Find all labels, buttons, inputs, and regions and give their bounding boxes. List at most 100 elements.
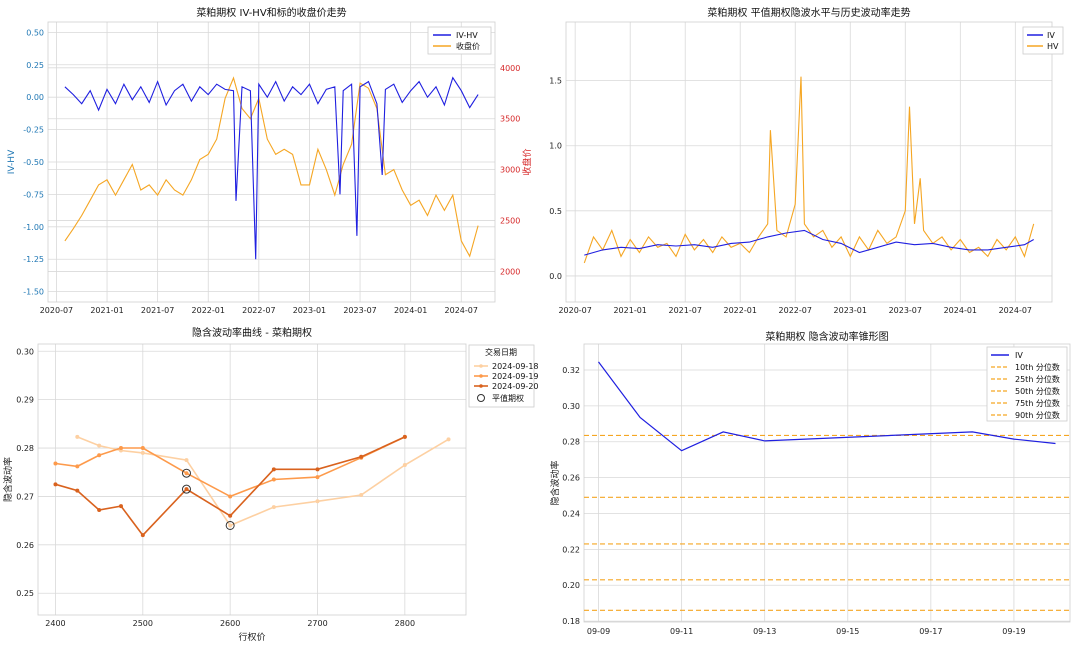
data-point — [228, 513, 233, 518]
legend-label: IV-HV — [456, 31, 478, 40]
data-point — [97, 443, 102, 448]
x-tick-label: 2022-01 — [192, 306, 225, 315]
data-point — [53, 482, 58, 487]
x-tick-label: 2022-07 — [242, 306, 275, 315]
x-tick-label: 2024-01 — [944, 306, 977, 315]
y-right-tick-label: 2500 — [500, 217, 520, 226]
data-point — [271, 505, 276, 510]
data-point — [184, 458, 189, 463]
y-tick-label: -1.50 — [23, 288, 44, 297]
x-tick-label: 2024-07 — [445, 306, 478, 315]
legend-box — [427, 26, 492, 55]
legend-label: 75th 分位数 — [1015, 398, 1060, 408]
atm-marker — [181, 484, 191, 494]
iv-hv-level-chart: 2020-07 2021-01 2021-07 2022-01 2022-07 2023-… — [549, 6, 1064, 315]
data-point — [97, 507, 102, 512]
y-right-axis-label: 收盘价 — [521, 148, 533, 175]
data-point — [359, 492, 364, 497]
y-tick-label: -0.50 — [23, 158, 44, 167]
x-tick-label: 2500 — [133, 619, 153, 628]
data-point — [140, 446, 145, 451]
x-tick-label: 2023-07 — [343, 306, 376, 315]
x-tick-label: 2022-07 — [779, 306, 812, 315]
legend-label: 25th 分位数 — [1015, 374, 1060, 384]
y-tick-label: -1.25 — [23, 255, 44, 264]
plot-frame — [565, 21, 1053, 303]
y-right-tick-label: 3500 — [500, 115, 520, 124]
legend-label: IV — [1015, 351, 1023, 360]
iv-smile-chart: 2400 2500 2600 2700 2800 0.25 0.26 0.27 0.28 0.29… — [2, 326, 539, 643]
y-right-tick-label: 3000 — [500, 166, 520, 175]
y-tick-label: 0.22 — [562, 545, 580, 554]
y-tick-label: 0.27 — [16, 492, 34, 501]
legend-label: 50th 分位数 — [1015, 386, 1060, 396]
atm-marker — [225, 520, 235, 530]
series-close-line — [64, 76, 479, 258]
y-tick-label: 1.0 — [549, 142, 562, 151]
y-tick-label: 0.25 — [26, 61, 44, 70]
y-right-tick-label: 2000 — [500, 267, 520, 276]
legend-swatch-marker — [479, 384, 483, 388]
x-tick-label: 2021-01 — [613, 306, 646, 315]
data-point — [228, 523, 233, 528]
y-tick-label: 0.25 — [16, 589, 34, 598]
chart-title: 隐含波动率曲线 - 菜粕期权 — [192, 326, 312, 339]
y-axis-label: IV-HV — [7, 149, 17, 174]
y-tick-label: 0.0 — [549, 272, 562, 281]
y-tick-label: 0.00 — [26, 93, 44, 102]
data-point — [359, 454, 364, 459]
data-point — [118, 446, 123, 451]
plot-frame — [583, 343, 1071, 623]
data-point — [446, 437, 451, 442]
x-tick-label: 09-17 — [919, 627, 942, 636]
y-right-tick-label: 4000 — [500, 64, 520, 73]
chart-title: 菜粕期权 隐含波动率锥形图 — [765, 330, 888, 343]
chart-title: 菜粕期权 平值期权隐波水平与历史波动率走势 — [707, 6, 910, 19]
x-tick-label: 2024-01 — [394, 306, 427, 315]
y-tick-label: 0.24 — [562, 509, 580, 518]
series-iv-hv-line — [64, 76, 479, 260]
x-tick-label: 2020-07 — [558, 306, 591, 315]
series-iv-line — [584, 229, 1034, 256]
x-tick-label: 09-13 — [753, 627, 776, 636]
y-tick-label: 0.30 — [562, 402, 580, 411]
x-tick-label: 09-15 — [836, 627, 859, 636]
y-tick-label: 0.29 — [16, 396, 34, 405]
y-tick-label: 0.20 — [562, 581, 580, 590]
data-point — [75, 464, 80, 469]
legend: IV 10th 分位数 25th 分位数 50th 分位数 75th 分位数 90th 分… — [986, 346, 1068, 422]
y-tick-label: 0.18 — [562, 617, 580, 626]
legend-box — [986, 346, 1068, 422]
data-point — [315, 499, 320, 504]
legend-swatch-marker — [479, 364, 483, 368]
y-tick-label: 0.28 — [16, 444, 34, 453]
x-tick-label: 2020-07 — [40, 306, 73, 315]
x-tick-label: 2600 — [220, 619, 240, 628]
y-tick-label: 0.50 — [26, 28, 44, 37]
y-axis-label: 隐含波动率 — [2, 457, 14, 502]
data-point — [53, 461, 58, 466]
y-tick-label: 0.26 — [562, 474, 580, 483]
iv-hv-close-chart: 2020-07 2021-01 2021-07 2022-01 2022-07 2023-… — [7, 6, 533, 315]
legend-label: 10th 分位数 — [1015, 362, 1060, 372]
data-point — [140, 533, 145, 538]
y-axis-label: 隐含波动率 — [549, 460, 561, 505]
data-point — [315, 467, 320, 472]
data-point — [97, 453, 102, 458]
data-point — [402, 462, 407, 467]
data-point — [75, 488, 80, 493]
series-hv-line — [583, 76, 1035, 264]
legend-label: 2024-09-18 — [492, 362, 539, 371]
data-point — [228, 494, 233, 499]
y-tick-label: 0.26 — [16, 541, 34, 550]
x-tick-label: 2400 — [45, 619, 65, 628]
x-axis-label: 行权价 — [238, 631, 265, 643]
data-point — [184, 487, 189, 492]
data-point — [271, 467, 276, 472]
y-tick-label: -1.00 — [23, 223, 44, 232]
legend-label: IV — [1047, 31, 1055, 40]
x-tick-label: 2023-07 — [889, 306, 922, 315]
iv-cone-chart: 09-09 09-11 09-13 09-15 09-17 09-19 0.18 0.20 0.… — [549, 330, 1071, 636]
x-tick-label: 2023-01 — [834, 306, 867, 315]
